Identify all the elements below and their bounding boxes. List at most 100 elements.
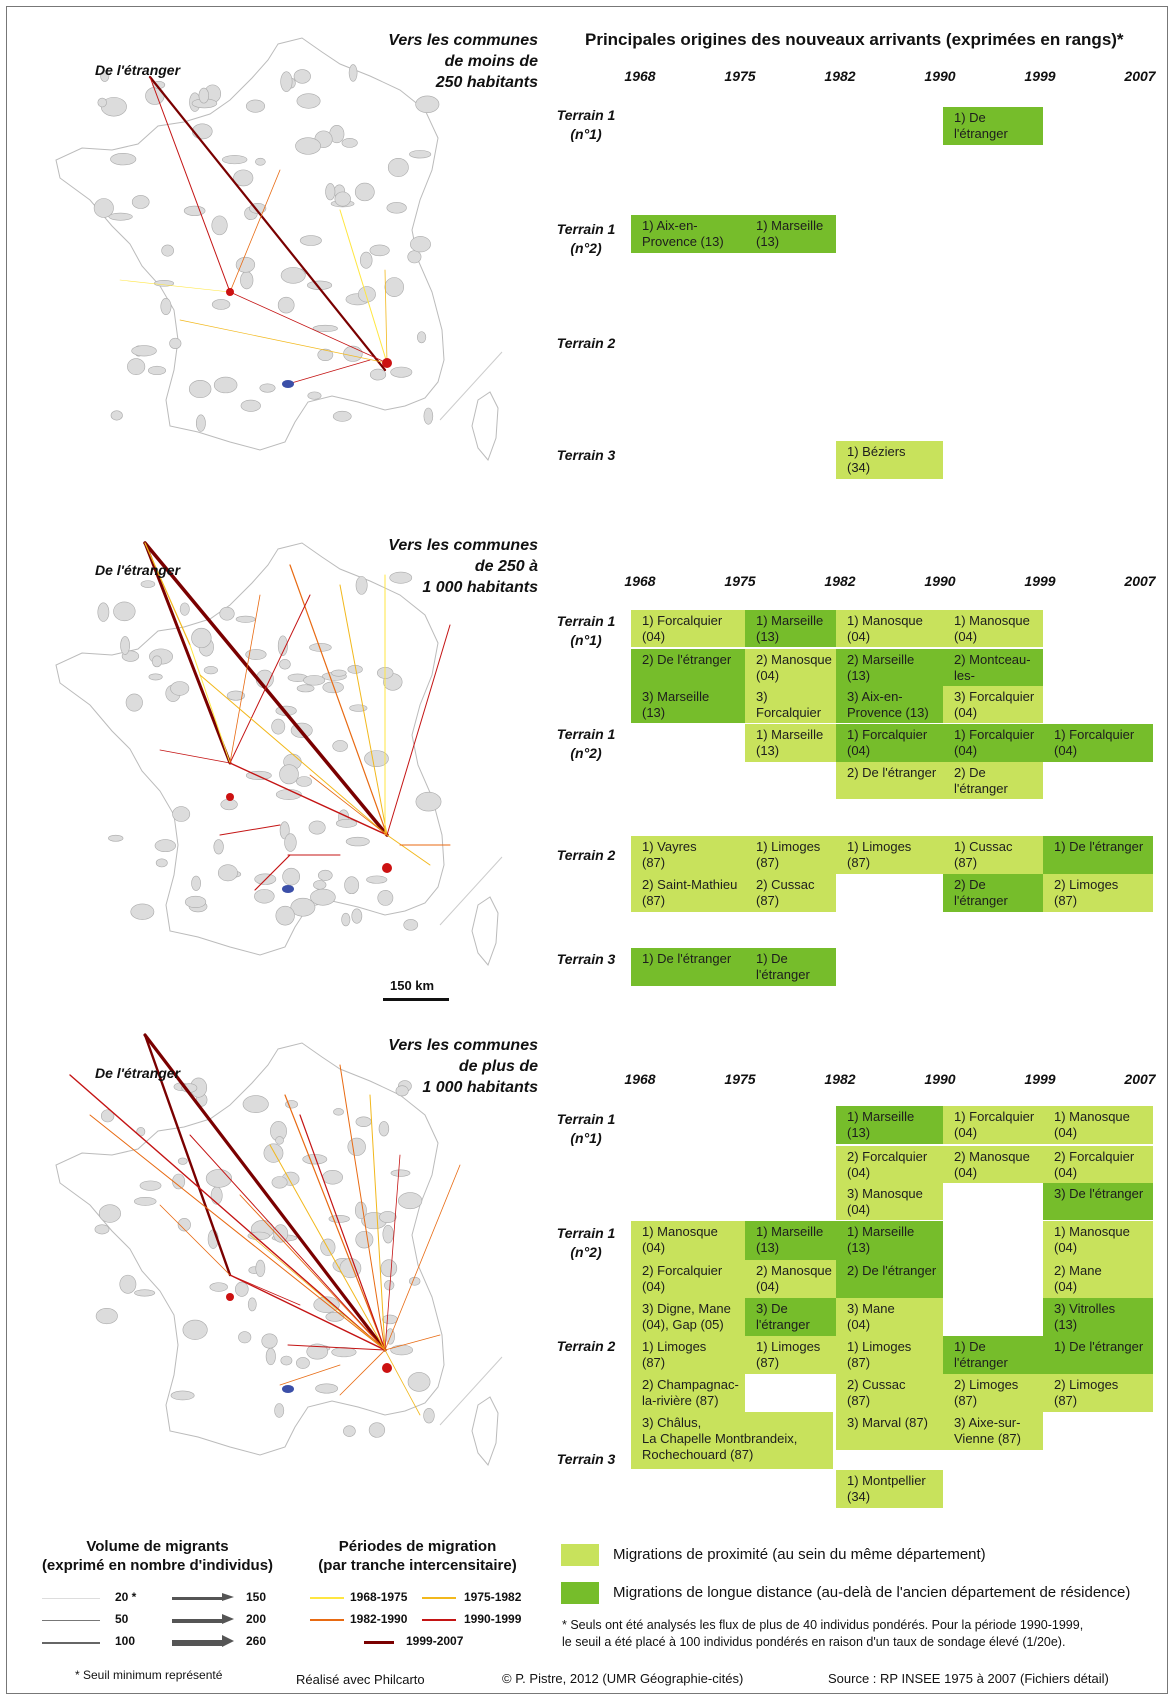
- year-header: 2007: [1124, 573, 1156, 589]
- year-header: 1999: [1024, 1071, 1056, 1087]
- volume-line-100: [42, 1642, 100, 1644]
- origin-cell: 1) Cussac (87): [943, 836, 1043, 874]
- period-label: 1999-2007: [406, 1634, 464, 1648]
- author-credit: © P. Pistre, 2012 (UMR Géographie-cités): [502, 1671, 744, 1686]
- origin-cell: 2) Mane (04): [1043, 1260, 1153, 1298]
- flow-map-medium-communes: [40, 535, 540, 995]
- origin-cell: 2) De l'étranger: [836, 762, 943, 799]
- origin-cell: 2) Forcalquier (04): [836, 1146, 943, 1183]
- year-header: 1975: [724, 1071, 756, 1087]
- origin-cell: 3) Mane (04): [836, 1298, 943, 1336]
- origin-cell: 1) Forcalquier (04): [1043, 724, 1153, 762]
- origin-cell: 1) Manosque (04): [836, 610, 943, 647]
- origin-cell: 1) Forcalquier (04): [943, 1106, 1043, 1144]
- volume-value: 150: [246, 1590, 267, 1604]
- year-header: 1999: [1024, 68, 1056, 84]
- period-line-1990-1999: [422, 1619, 456, 1621]
- origin-cell: 1) Manosque (04): [1043, 1221, 1153, 1260]
- volume-line-20: [42, 1598, 100, 1599]
- origin-cell: 3) Châlus, La Chapelle Montbrandeix, Roc…: [631, 1412, 833, 1469]
- flow-map-small-communes: [40, 30, 540, 490]
- migration-flows: [69, 1033, 461, 1416]
- origin-cell: 2) Saint-Mathieu (87): [631, 874, 745, 912]
- long-distance-legend-label: Migrations de longue distance (au-delà d…: [613, 1584, 1131, 1601]
- period-line-1968-1975: [310, 1597, 344, 1599]
- volume-value: 200: [246, 1612, 267, 1626]
- year-header: 1968: [624, 573, 656, 589]
- year-header: 1975: [724, 573, 756, 589]
- origin-cell: 1) Marseille (13): [745, 724, 836, 762]
- scale-bar: [383, 998, 449, 1001]
- origin-cell: 1) Limoges (87): [836, 1336, 943, 1374]
- origin-cell: 1) De l'étranger: [943, 107, 1043, 145]
- period-label: 1968-1975: [350, 1590, 408, 1604]
- origin-cell: 2) Cussac (87): [836, 1374, 943, 1412]
- origin-cell: 1) Béziers (34): [836, 441, 943, 479]
- year-header: 1982: [824, 68, 856, 84]
- origin-cell: 2) Manosque (04): [745, 649, 836, 686]
- figure-frame: [6, 6, 1168, 1694]
- year-header: 1968: [624, 1071, 656, 1087]
- map-title: Vers les communes de moins de 250 habitant…: [388, 32, 538, 91]
- origin-cell: 2) Montceau-les- Mines (71): [943, 649, 1043, 686]
- period-line-1975-1982: [422, 1597, 456, 1599]
- origin-cell: 1) Aix-en- Provence (13): [631, 215, 745, 253]
- origin-cell: 3) Marval (87): [836, 1412, 943, 1450]
- origin-cell: 2) Forcalquier (04): [1043, 1146, 1153, 1183]
- france-map: [55, 37, 503, 461]
- year-header: 1990: [924, 573, 956, 589]
- year-header: 1999: [1024, 573, 1056, 589]
- page-title: Principales origines des nouveaux arriva…: [585, 30, 1124, 49]
- year-header: 1990: [924, 1071, 956, 1087]
- origin-cell: 1) Limoges (87): [631, 1336, 745, 1374]
- france-map: [55, 541, 503, 966]
- migration-flows: [119, 75, 388, 385]
- period-label: 1982-1990: [350, 1612, 408, 1626]
- threshold-note: * Seuil minimum représenté: [75, 1668, 223, 1682]
- origin-cell: 2) Champagnac- la-rivière (87): [631, 1374, 745, 1412]
- origin-cell: 1) Manosque (04): [943, 610, 1043, 647]
- origin-cell: 1) Marseille (13): [836, 1106, 943, 1144]
- row-label: Terrain 1 (n°1): [556, 613, 616, 648]
- origin-cell: 2) Manosque (04): [943, 1146, 1043, 1183]
- proximity-legend-label: Migrations de proximité (au sein du même…: [613, 1546, 986, 1563]
- proximity-swatch: [561, 1544, 599, 1566]
- origin-cell: 1) Limoges (87): [745, 836, 836, 874]
- origin-cell: 2) Forcalquier (04): [631, 1260, 745, 1298]
- origin-cell: 1) Manosque (04): [1043, 1106, 1153, 1144]
- source-credit: Source : RP INSEE 1975 à 2007 (Fichiers …: [828, 1671, 1109, 1686]
- origin-cell: 1) Limoges (87): [836, 836, 943, 874]
- row-label: Terrain 1 (n°2): [556, 726, 616, 761]
- row-label: Terrain 3: [556, 951, 616, 967]
- origin-cell: 1) Forcalquier (04): [943, 724, 1043, 762]
- foreign-origin-label: De l'étranger: [95, 562, 181, 578]
- origin-cell: 1) De l'étranger: [1043, 836, 1153, 874]
- long-distance-swatch: [561, 1582, 599, 1604]
- origin-cell: 3) Aixe-sur- Vienne (87): [943, 1412, 1043, 1450]
- period-label: 1990-1999: [464, 1612, 522, 1626]
- volume-line-50: [42, 1620, 100, 1621]
- year-header: 1975: [724, 68, 756, 84]
- year-header: 2007: [1124, 68, 1156, 84]
- row-label: Terrain 1 (n°2): [556, 1225, 616, 1260]
- scale-label: 150 km: [390, 978, 435, 993]
- origin-cell: 1) Vayres (87): [631, 836, 745, 874]
- volume-arrowheads: [222, 1593, 234, 1647]
- origin-cell: 2) Manosque (04): [745, 1260, 836, 1298]
- year-header: 1990: [924, 68, 956, 84]
- origin-cell: 2) De l'étranger: [943, 874, 1043, 912]
- row-label: Terrain 1 (n°1): [556, 107, 616, 142]
- volume-line-200: [172, 1619, 224, 1623]
- row-label: Terrain 1 (n°1): [556, 1111, 616, 1146]
- origin-cell: 1) Manosque (04): [631, 1221, 745, 1260]
- row-label: Terrain 1 (n°2): [556, 221, 616, 256]
- flow-map-large-communes: [40, 1033, 540, 1495]
- origin-cell: 3) De l'étranger: [745, 1298, 836, 1336]
- period-label: 1975-1982: [464, 1590, 522, 1604]
- origin-cell: 1) De l'étranger: [943, 1336, 1043, 1374]
- origin-cell: 2) Cussac (87): [745, 874, 836, 912]
- volume-value: 50: [115, 1612, 129, 1626]
- period-line-1999-2007: [364, 1641, 394, 1644]
- year-header: 1982: [824, 1071, 856, 1087]
